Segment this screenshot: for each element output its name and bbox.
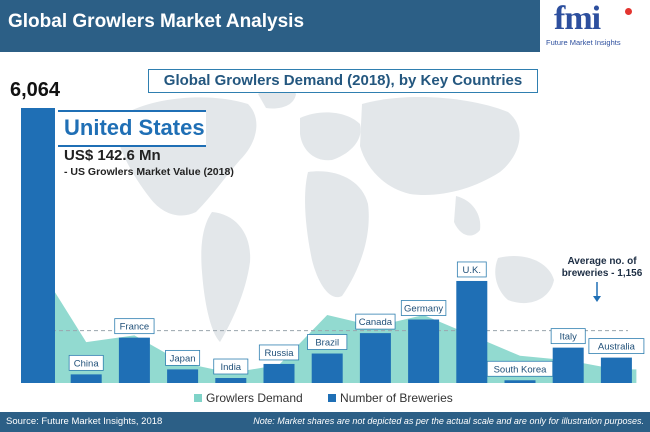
- category-label-text: Australia: [598, 342, 636, 353]
- bar-u-k-: [456, 280, 488, 383]
- category-label-text: South Korea: [494, 364, 548, 375]
- category-label-india: India: [213, 358, 249, 375]
- legend-item-breweries: Number of Breweries: [328, 391, 453, 405]
- category-label-box: [68, 354, 104, 371]
- category-label-box: [588, 338, 645, 355]
- bar-russia: [263, 363, 295, 383]
- bar-canada: [359, 333, 391, 383]
- logo-subtitle: Future Market Insights: [546, 38, 621, 47]
- category-label-box: [213, 358, 249, 375]
- bar-india: [215, 378, 247, 383]
- bar-brazil: [311, 353, 343, 383]
- footer-note: Note: Market shares are not depicted as …: [253, 416, 644, 426]
- category-label-box: [258, 344, 300, 361]
- category-label-south-korea: South Korea: [486, 360, 554, 377]
- category-label-u-k-: U.K.: [456, 261, 487, 278]
- category-label-japan: Japan: [165, 349, 201, 366]
- bar-united-states: [21, 108, 55, 383]
- logo-text: fmi: [554, 0, 601, 37]
- category-label-box: [456, 261, 487, 278]
- legend: Growlers Demand Number of Breweries: [194, 391, 475, 405]
- footer-source: Source: Future Market Insights, 2018: [6, 416, 163, 427]
- us-callout-value: US$ 142.6 Mn: [64, 147, 161, 164]
- category-label-france: France: [114, 318, 155, 335]
- category-label-text: Italy: [559, 332, 577, 343]
- bar-france: [118, 337, 150, 383]
- category-label-russia: Russia: [258, 344, 300, 361]
- category-label-text: U.K.: [463, 265, 481, 276]
- legend-swatch-bar: [328, 393, 337, 402]
- category-label-box: [400, 300, 447, 316]
- breweries-bars-layer: China France Japan India Russia Brazil Canada G…: [21, 108, 645, 383]
- category-label-text: Canada: [359, 317, 393, 328]
- category-label-australia: Australia: [588, 338, 645, 355]
- average-arrow-icon: [593, 282, 601, 302]
- category-label-brazil: Brazil: [307, 334, 348, 350]
- category-label-text: Germany: [404, 304, 443, 315]
- us-callout-country: United States: [64, 115, 205, 140]
- category-label-box: [114, 318, 155, 335]
- us-bar-value-label: 6,064: [10, 79, 61, 101]
- category-label-text: Russia: [264, 348, 294, 359]
- legend-item-growlers-demand: Growlers Demand: [194, 391, 303, 405]
- category-label-canada: Canada: [355, 313, 396, 330]
- category-label-germany: Germany: [400, 300, 447, 316]
- category-label-box: [355, 313, 396, 330]
- category-label-box: [165, 349, 201, 366]
- fmi-logo: fmi Future Market Insights: [540, 0, 650, 52]
- category-label-text: Brazil: [315, 338, 339, 349]
- bar-japan: [167, 369, 199, 383]
- us-callout-description: - US Growlers Market Value (2018): [64, 166, 234, 178]
- chart-title: Global Growlers Demand (2018), by Key Co…: [148, 69, 538, 93]
- bar-australia: [600, 357, 632, 383]
- category-label-text: India: [220, 362, 241, 373]
- us-callout-box: United States: [58, 110, 206, 147]
- category-label-box: [550, 328, 586, 345]
- average-label: Average no. of breweries - 1,156: [561, 256, 643, 279]
- legend-swatch-area: [194, 393, 202, 402]
- bar-south-korea: [504, 380, 536, 383]
- chart-canvas: China France Japan India Russia Brazil Canada G…: [21, 86, 645, 383]
- bar-italy: [552, 347, 584, 383]
- category-label-text: Japan: [170, 353, 196, 364]
- category-label-text: France: [120, 322, 150, 333]
- legend-label-growlers-demand: Growlers Demand: [206, 391, 303, 405]
- category-label-china: China: [68, 354, 104, 371]
- category-label-italy: Italy: [550, 328, 586, 345]
- logo-dot-icon: [625, 8, 632, 15]
- category-label-box: [307, 334, 348, 350]
- bar-china: [70, 374, 102, 383]
- page-title: Global Growlers Market Analysis: [8, 11, 305, 32]
- legend-label-breweries: Number of Breweries: [340, 391, 453, 405]
- footer-bar: Source: Future Market Insights, 2018 Not…: [0, 412, 650, 432]
- bar-germany: [408, 319, 440, 383]
- header-bar: Global Growlers Market Analysis fmi Futu…: [0, 0, 650, 52]
- category-label-text: China: [74, 358, 100, 369]
